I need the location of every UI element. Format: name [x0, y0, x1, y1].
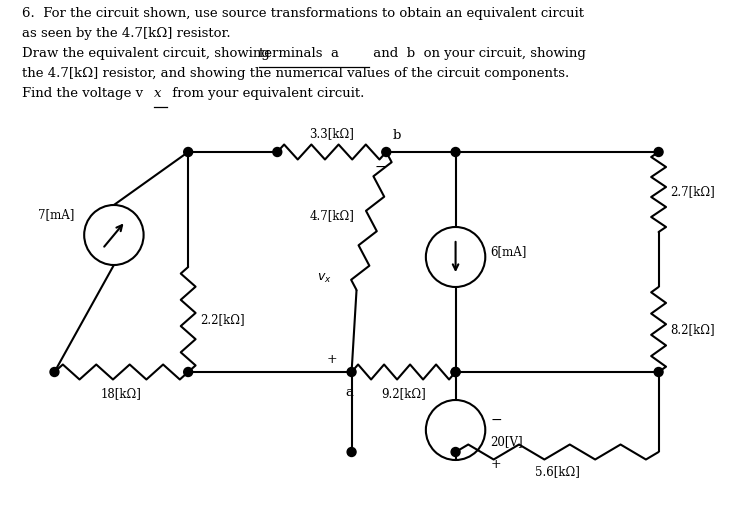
Circle shape [273, 148, 282, 157]
Text: 7[mA]: 7[mA] [38, 209, 75, 221]
Text: −: − [374, 160, 386, 174]
Text: Find the voltage v: Find the voltage v [22, 87, 143, 100]
Text: $v_x$: $v_x$ [317, 272, 331, 285]
Text: −: − [490, 413, 502, 427]
Text: b: b [392, 129, 401, 142]
Circle shape [451, 148, 460, 157]
Circle shape [347, 447, 356, 456]
Text: 20[V]: 20[V] [490, 435, 523, 448]
Text: 3.3[kΩ]: 3.3[kΩ] [309, 127, 354, 140]
Text: 4.7[kΩ]: 4.7[kΩ] [310, 210, 354, 222]
Circle shape [451, 367, 460, 376]
Text: the 4.7[kΩ] resistor, and showing the numerical values of the circuit components: the 4.7[kΩ] resistor, and showing the nu… [22, 67, 569, 80]
Text: a: a [345, 386, 354, 399]
Circle shape [347, 367, 356, 376]
Text: +: + [490, 458, 501, 472]
Text: 6[mA]: 6[mA] [490, 246, 527, 259]
Circle shape [50, 367, 59, 376]
Text: 9.2[kΩ]: 9.2[kΩ] [382, 387, 426, 400]
Circle shape [184, 148, 193, 157]
Circle shape [451, 367, 460, 376]
Text: 6.  For the circuit shown, use source transformations to obtain an equivalent ci: 6. For the circuit shown, use source tra… [22, 7, 584, 20]
Text: 5.6[kΩ]: 5.6[kΩ] [534, 465, 579, 478]
Text: 2.7[kΩ]: 2.7[kΩ] [671, 186, 715, 199]
Text: x: x [154, 87, 162, 100]
Text: 8.2[kΩ]: 8.2[kΩ] [671, 323, 715, 336]
Circle shape [184, 367, 193, 376]
Circle shape [451, 447, 460, 456]
Text: 18[kΩ]: 18[kΩ] [101, 387, 142, 400]
Text: and  b  on your circuit, showing: and b on your circuit, showing [370, 47, 586, 60]
Circle shape [654, 367, 663, 376]
Text: Draw the equivalent circuit, showing: Draw the equivalent circuit, showing [22, 47, 274, 60]
Text: as seen by the 4.7[kΩ] resistor.: as seen by the 4.7[kΩ] resistor. [22, 27, 230, 40]
Circle shape [382, 148, 390, 157]
Text: +: + [326, 353, 337, 366]
Text: 2.2[kΩ]: 2.2[kΩ] [200, 313, 245, 326]
Circle shape [654, 148, 663, 157]
Text: from your equivalent circuit.: from your equivalent circuit. [168, 87, 365, 100]
Text: terminals  a: terminals a [260, 47, 339, 60]
